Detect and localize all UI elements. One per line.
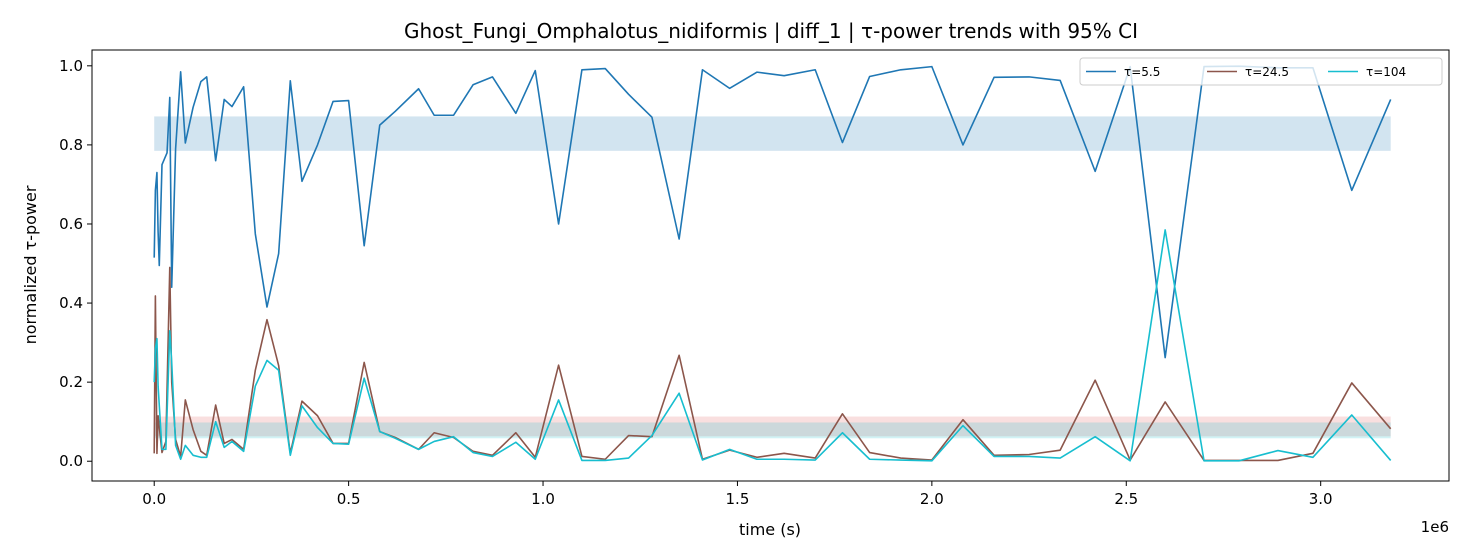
x-axis-label: time (s) (739, 520, 801, 539)
y-tick-label: 0.4 (59, 294, 83, 312)
ci-band-1 (154, 416, 1391, 437)
x-tick-label: 1.5 (726, 490, 750, 508)
plot-frame (91, 49, 1450, 482)
y-tick-label: 0.0 (59, 452, 83, 470)
series-line-0 (153, 65, 1392, 359)
y-tick-label: 0.2 (59, 373, 83, 391)
legend-frame (1079, 57, 1443, 86)
y-tick-label: 1.0 (59, 57, 83, 75)
x-tick-label: 0.5 (337, 490, 361, 508)
legend-label: τ=104 (1366, 65, 1406, 79)
x-tick-label: 3.0 (1309, 490, 1333, 508)
series-line-2 (153, 229, 1392, 462)
x-tick-label: 1.0 (531, 490, 555, 508)
legend: τ=5.5 τ=24.5 τ=104 (1079, 57, 1443, 86)
ci-bands (154, 116, 1391, 439)
legend-label: τ=5.5 (1124, 65, 1160, 79)
y-tick-label: 0.8 (59, 136, 83, 154)
x-axis-offset-label: 1e6 (1421, 518, 1449, 536)
y-tick-label: 0.6 (59, 215, 83, 233)
x-tick-label: 0.0 (142, 490, 166, 508)
ci-band-2 (154, 422, 1391, 439)
y-axis-ticks: 0.0 0.2 0.4 0.6 0.8 1.0 (59, 57, 92, 470)
legend-label: τ=24.5 (1245, 65, 1289, 79)
x-tick-label: 2.5 (1114, 490, 1138, 508)
series-lines (153, 65, 1392, 462)
x-axis-ticks: 0.0 0.5 1.0 1.5 2.0 2.5 3.0 (142, 481, 1333, 508)
y-axis-label: normalized τ-power (21, 185, 40, 344)
ci-band-0 (154, 116, 1391, 151)
chart-title: Ghost_Fungi_Omphalotus_nidiformis | diff… (404, 19, 1138, 43)
x-tick-label: 2.0 (920, 490, 944, 508)
